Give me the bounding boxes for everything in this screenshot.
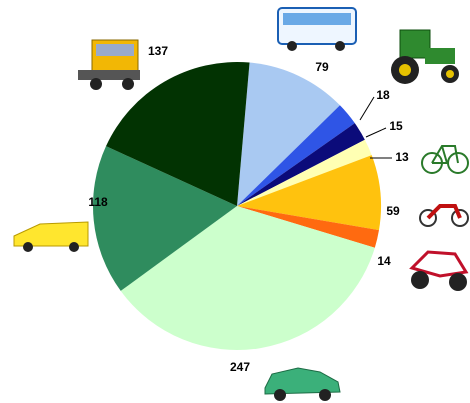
car-icon — [265, 368, 340, 401]
bus-icon — [278, 8, 356, 51]
data-label: 118 — [88, 195, 108, 209]
leader-line — [366, 128, 386, 137]
data-label: 79 — [315, 60, 329, 74]
data-label: 14 — [377, 254, 391, 268]
leader-line — [360, 97, 374, 120]
tractor-icon — [391, 30, 459, 84]
data-label: 59 — [386, 204, 400, 218]
motorbike-icon — [411, 252, 467, 291]
bicycle-icon — [422, 146, 468, 173]
data-label: 13 — [395, 150, 409, 164]
van-icon — [14, 222, 88, 252]
data-label: 15 — [389, 119, 403, 133]
data-label: 18 — [376, 88, 390, 102]
moped-icon — [420, 206, 468, 226]
data-label: 247 — [230, 360, 250, 374]
chart: 79 18 15 13 59 14 247 118 137 — [0, 0, 470, 403]
data-label: 137 — [148, 44, 168, 58]
truck-icon — [78, 40, 140, 90]
